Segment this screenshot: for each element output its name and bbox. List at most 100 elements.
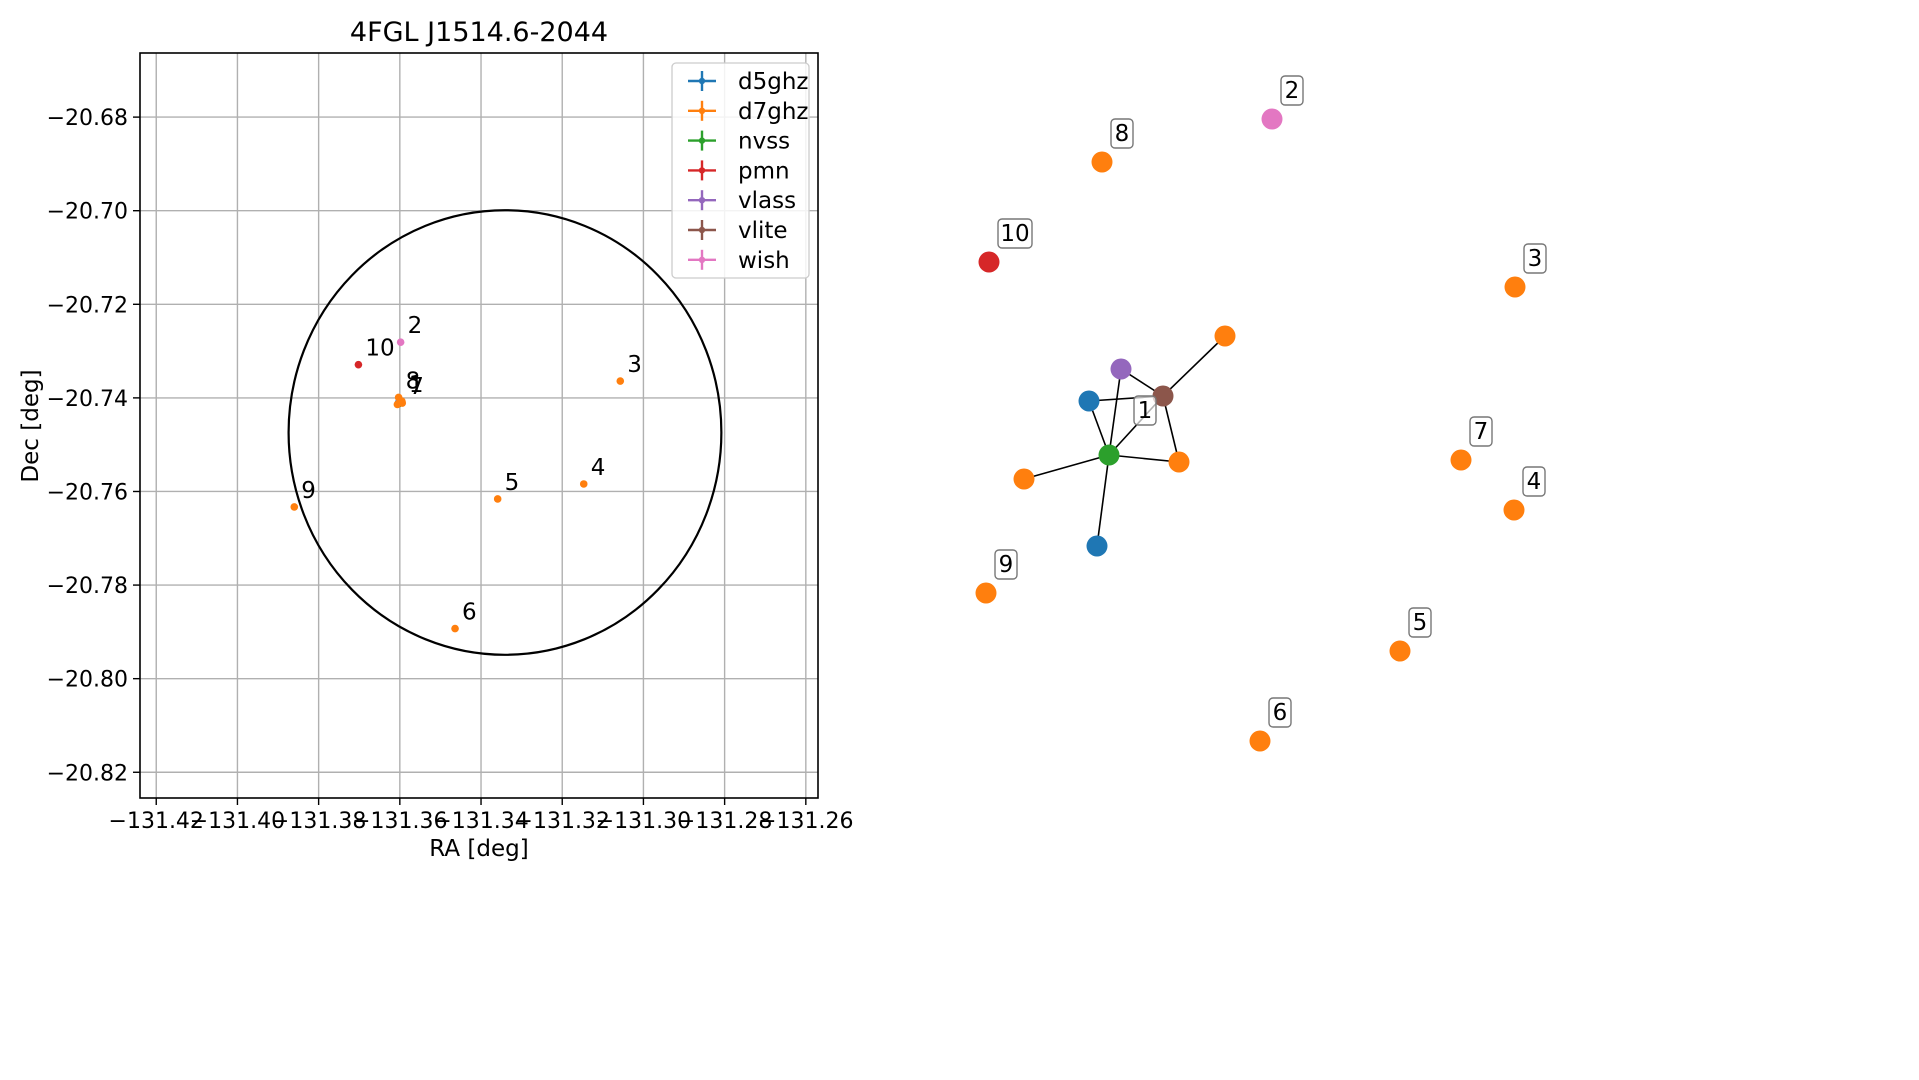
network-edge	[1162, 335, 1226, 397]
source-label: 6	[462, 600, 477, 626]
y-tick-label: −20.82	[47, 761, 128, 786]
y-axis-label: Dec [deg]	[18, 369, 44, 482]
node-label-box	[1522, 466, 1546, 497]
source-label: 2	[408, 313, 423, 339]
legend-label: vlite	[738, 218, 788, 244]
network-node-nvss	[1098, 444, 1120, 466]
y-tick-label: −20.72	[47, 293, 128, 318]
cluster-label: 1	[1138, 398, 1153, 424]
legend-marker	[698, 77, 706, 85]
node-label: 8	[1115, 121, 1130, 147]
network-node-d7ghz	[1389, 640, 1411, 662]
x-tick-label: −131.30	[596, 809, 691, 834]
legend-label: vlass	[738, 188, 796, 214]
source-point-d7ghz	[493, 495, 502, 503]
network-node-d5ghz	[1078, 390, 1100, 412]
node-label: 10	[1000, 221, 1029, 247]
y-tick-label: −20.80	[47, 668, 128, 693]
x-tick-label: −131.26	[758, 809, 853, 834]
network-edge	[1108, 368, 1122, 456]
node-label: 3	[1528, 246, 1543, 272]
source-point-d7ghz	[616, 377, 625, 385]
source-point-d7ghz	[290, 503, 299, 511]
ellipse-layer	[287, 209, 723, 656]
network-edge	[1162, 395, 1180, 463]
legend-marker	[698, 137, 706, 144]
plot-frame	[139, 52, 819, 799]
legend-marker	[698, 226, 706, 234]
x-axis-label: RA [deg]	[429, 836, 528, 862]
x-tick-label: −131.38	[271, 809, 366, 834]
legend-label: pmn	[738, 158, 790, 184]
legend-entry-nvss: nvss	[688, 129, 790, 155]
y-tick-label: −20.68	[47, 106, 128, 131]
legend-label: wish	[738, 248, 790, 274]
network-panel: 8 2 10 3 7 4 9 5 6 1	[975, 75, 1547, 752]
network-node-vlass	[1110, 358, 1132, 380]
node-label-box	[997, 218, 1033, 249]
y-tick-label: −20.78	[47, 574, 128, 599]
x-tick-label: −131.34	[433, 809, 528, 834]
y-tick-label: −20.76	[47, 480, 128, 505]
source-point-d7ghz	[393, 400, 402, 409]
source-label: 4	[591, 455, 606, 481]
node-label-box	[994, 549, 1018, 580]
source-label: 10	[365, 336, 394, 362]
axis-ticks: −131.42−131.40−131.38−131.36−131.34 −131.…	[47, 106, 854, 834]
x-tick-label: −131.42	[109, 809, 204, 834]
x-tick-label: −131.28	[677, 809, 772, 834]
network-node-d7ghz	[1168, 451, 1190, 473]
legend-marker	[698, 167, 706, 174]
network-node-d7ghz	[975, 582, 997, 604]
node-label: 9	[999, 552, 1014, 578]
nodes-layer: 8 2 10 3 7 4 9 5 6 1	[975, 75, 1547, 752]
source-point-wish	[396, 338, 405, 347]
source-label: 1	[409, 372, 424, 398]
network-node-d5ghz	[1086, 535, 1108, 557]
legend: d5ghz d7ghz nvss pmn vlass vlite wish	[671, 62, 810, 279]
points-layer: 178 2 10 3 4 5 6 9	[290, 313, 642, 633]
y-tick-label: −20.70	[47, 200, 128, 225]
network-node-vlite	[1152, 385, 1174, 407]
source-label: 3	[627, 352, 642, 378]
source-point-d7ghz	[451, 624, 459, 633]
network-edge	[1096, 454, 1110, 547]
network-node-d7ghz	[1450, 449, 1472, 471]
network-node-d7ghz	[1214, 325, 1236, 347]
legend-entry-d5ghz: d5ghz	[688, 69, 808, 95]
source-label: 7	[409, 374, 424, 400]
network-node-d7ghz	[1091, 151, 1113, 173]
legend-label: d7ghz	[738, 99, 808, 125]
y-tick-label: −20.74	[47, 387, 128, 412]
node-label-box	[1469, 416, 1493, 447]
legend-entry-vlite: vlite	[688, 218, 788, 244]
network-edge	[1108, 454, 1180, 463]
node-label-box	[1523, 243, 1547, 274]
network-node-d7ghz	[1504, 276, 1526, 298]
source-point-pmn	[354, 360, 363, 369]
legend-marker	[698, 107, 706, 115]
scatter-panel: 4FGL J1514.6-2044 −131.42−131.40−131.38−…	[18, 17, 854, 862]
chart-title: 4FGL J1514.6-2044	[350, 17, 608, 48]
source-label: 5	[505, 470, 520, 496]
legend-box	[671, 62, 810, 279]
network-node-d7ghz	[1249, 730, 1271, 752]
network-node-d7ghz	[1013, 468, 1035, 490]
source-label: 9	[301, 478, 316, 504]
cluster-label-box	[1133, 395, 1157, 426]
source-label: 8	[406, 368, 421, 394]
legend-entry-pmn: pmn	[688, 158, 790, 184]
network-node-pmn	[978, 251, 1000, 273]
legend-label: d5ghz	[738, 69, 808, 95]
node-label-box	[1268, 697, 1292, 728]
x-tick-label: −131.40	[190, 809, 285, 834]
grid-lines	[140, 53, 818, 798]
legend-marker	[698, 197, 706, 204]
node-label: 4	[1527, 469, 1542, 495]
node-label: 5	[1413, 610, 1428, 636]
x-tick-label: −131.36	[352, 809, 447, 834]
node-label-box	[1408, 607, 1432, 638]
source-point-d7ghz	[579, 480, 588, 488]
legend-entry-wish: wish	[688, 248, 790, 274]
